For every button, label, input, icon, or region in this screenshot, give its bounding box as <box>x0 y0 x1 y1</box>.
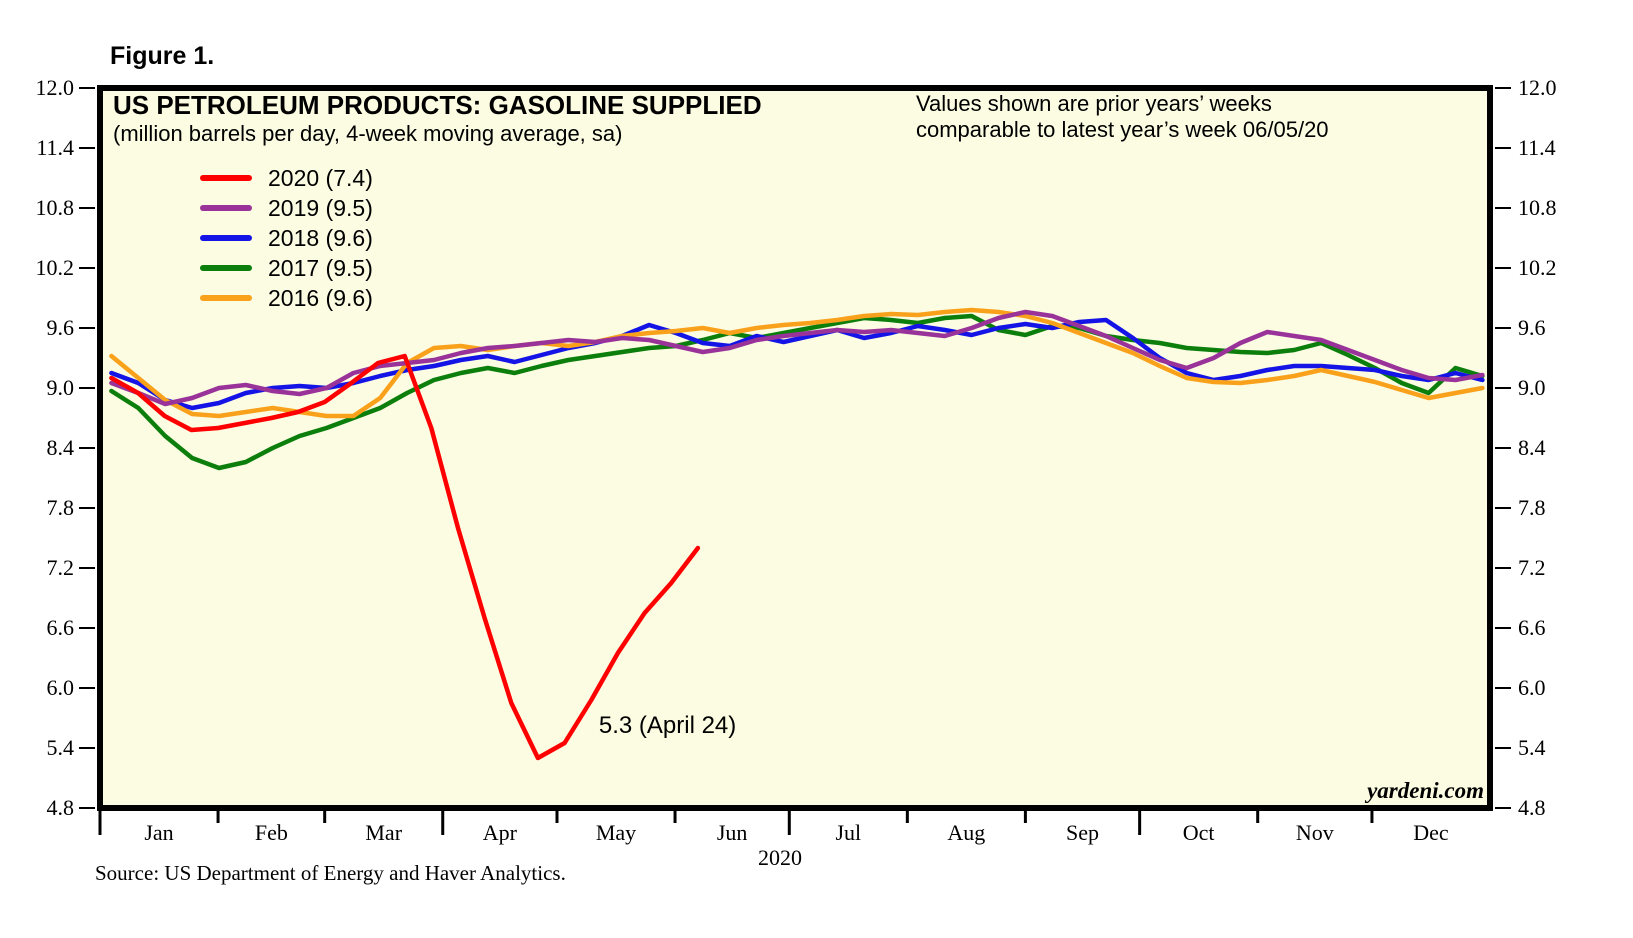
y-axis-label: 11.4 <box>1518 135 1556 160</box>
figure-label: Figure 1. <box>110 42 215 70</box>
y-axis-label: 8.4 <box>46 435 75 460</box>
x-axis-month-label: Sep <box>1066 820 1100 845</box>
series-line-2018 <box>109 317 1485 411</box>
legend-swatch <box>200 235 252 241</box>
x-axis-month-label: Mar <box>365 820 403 845</box>
x-axis-month-label: Oct <box>1182 820 1215 845</box>
y-axis-label: 6.6 <box>1518 615 1546 640</box>
series-line-2020 <box>109 353 701 761</box>
x-axis-month-label: Dec <box>1413 820 1449 845</box>
legend-swatch <box>200 205 252 211</box>
y-axis-label: 4.8 <box>46 795 75 820</box>
x-axis-month-label: May <box>595 820 637 845</box>
legend-row: 2020 (7.4) <box>200 163 373 193</box>
x-axis-year-label: 2020 <box>758 845 802 870</box>
series-line-2016 <box>109 307 1485 419</box>
x-axis-month-label: Apr <box>482 820 517 845</box>
y-axis-label: 10.2 <box>1518 255 1557 280</box>
x-axis-month-label: Jul <box>835 820 862 845</box>
y-axis-label: 5.4 <box>1518 735 1546 760</box>
legend-row: 2019 (9.5) <box>200 193 373 223</box>
x-axis-month-label: Aug <box>947 820 986 845</box>
y-axis-label: 7.2 <box>46 555 75 580</box>
y-axis-label: 7.8 <box>1518 495 1546 520</box>
source-line: Source: US Department of Energy and Have… <box>95 861 566 885</box>
chart-subtitle: (million barrels per day, 4-week moving … <box>113 121 623 146</box>
legend-swatch <box>200 265 252 271</box>
y-axis-label: 10.2 <box>35 255 75 280</box>
chart-title: US PETROLEUM PRODUCTS: GASOLINE SUPPLIED <box>113 90 762 120</box>
series-line-2019 <box>109 309 1485 407</box>
note-line-2: comparable to latest year’s week 06/05/2… <box>916 117 1329 142</box>
plot-frame <box>97 85 1493 811</box>
y-axis-label: 7.8 <box>46 495 75 520</box>
x-axis-month-label: Nov <box>1295 820 1334 845</box>
y-axis-label: 7.2 <box>1518 555 1546 580</box>
y-axis-label: 12.0 <box>1518 75 1557 100</box>
y-axis-label: 9.6 <box>1518 315 1546 340</box>
legend-swatch <box>200 295 252 301</box>
legend-row: 2016 (9.6) <box>200 283 373 313</box>
y-axis-label: 11.4 <box>36 135 74 160</box>
y-axis-label: 8.4 <box>1518 435 1546 460</box>
y-axis-label: 9.6 <box>46 315 75 340</box>
chart-note: Values shown are prior years’ weeks comp… <box>916 91 1329 143</box>
x-axis-month-label: Feb <box>254 820 288 845</box>
y-axis-label: 6.0 <box>1518 675 1546 700</box>
y-axis-label: 4.8 <box>1518 795 1546 820</box>
y-axis-label: 10.8 <box>1518 195 1557 220</box>
y-axis-label: 9.0 <box>46 375 75 400</box>
legend-label: 2017 (9.5) <box>268 254 373 281</box>
legend-swatch <box>200 175 252 181</box>
y-axis-label: 6.0 <box>46 675 75 700</box>
y-axis-label: 5.4 <box>46 735 75 760</box>
annotation-min-value: 5.3 (April 24) <box>598 712 737 739</box>
legend-row: 2018 (9.6) <box>200 223 373 253</box>
y-axis-label: 6.6 <box>46 615 75 640</box>
legend-label: 2019 (9.5) <box>268 194 373 221</box>
x-axis-month-label: Jun <box>716 820 748 845</box>
y-axis-label: 12.0 <box>35 75 75 100</box>
series-line-2017 <box>109 313 1485 471</box>
legend: 2020 (7.4) 2019 (9.5) 2018 (9.6) 2017 (9.5)… <box>200 163 373 313</box>
note-line-1: Values shown are prior years’ weeks <box>916 91 1272 116</box>
y-axis-label: 10.8 <box>35 195 75 220</box>
legend-label: 2018 (9.6) <box>268 224 373 251</box>
legend-label: 2020 (7.4) <box>268 164 373 191</box>
legend-label: 2016 (9.6) <box>268 284 373 311</box>
legend-row: 2017 (9.5) <box>200 253 373 283</box>
watermark: yardeni.com <box>1367 778 1484 803</box>
y-axis-label: 9.0 <box>1518 375 1546 400</box>
x-axis-month-label: Jan <box>144 820 174 845</box>
